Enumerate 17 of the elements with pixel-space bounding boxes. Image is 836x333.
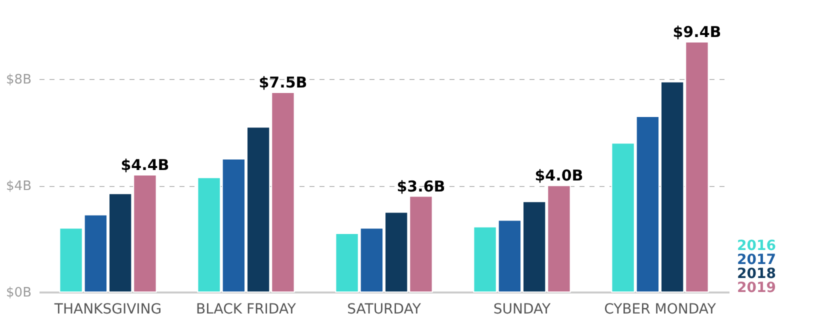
y-tick-label: $0B (6, 286, 32, 300)
y-tick-label: $4B (6, 179, 32, 194)
text: 2018 (737, 266, 776, 282)
data-label: $7.5B (258, 74, 308, 92)
data-label: $4.0B (534, 166, 584, 185)
data-label: $3.6B (396, 177, 446, 196)
text: 2016 (737, 238, 776, 254)
x-tick-label: SATURDAY (347, 302, 422, 318)
data-label: $4.4B (120, 156, 170, 174)
x-tick-label: SUNDAY (493, 302, 552, 318)
x-tick-label: BLACK FRIDAY (196, 302, 296, 318)
text: 2017 (737, 252, 776, 268)
x-tick-label: CYBER MONDAY (604, 302, 716, 318)
y-tick-label: $8B (6, 72, 32, 88)
data-label: $9.4B (672, 23, 722, 41)
text: 2019 (737, 280, 776, 296)
x-tick-label: THANKSGIVING (53, 302, 162, 318)
